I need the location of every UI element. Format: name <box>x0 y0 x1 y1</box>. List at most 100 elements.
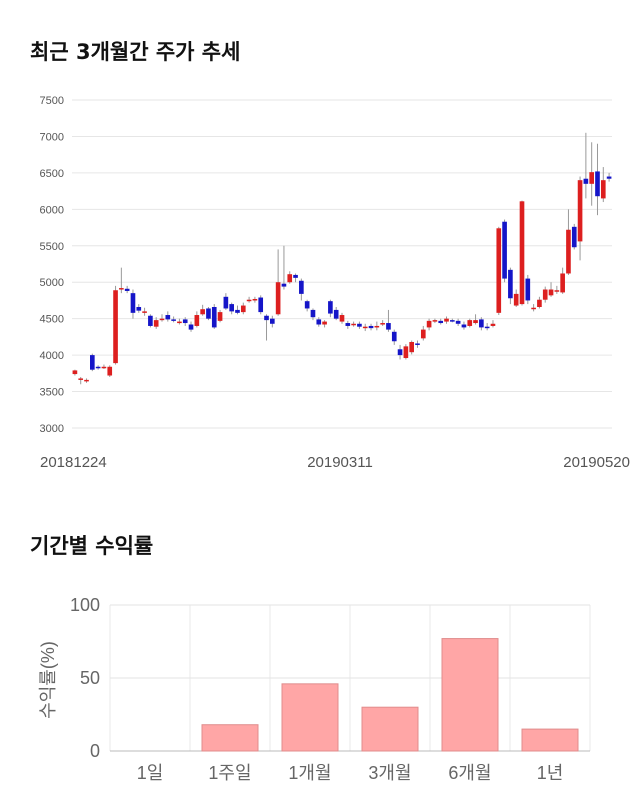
candle-body <box>188 324 194 330</box>
price-x-date-label: 20190311 <box>307 454 373 471</box>
candle-body <box>252 298 258 301</box>
candle-body <box>502 221 507 279</box>
candle-body <box>223 296 229 309</box>
period-return-title: 기간별 수익률 <box>30 534 154 558</box>
candle-body <box>328 301 333 314</box>
candle-body <box>461 324 467 328</box>
candle-body <box>78 378 84 380</box>
return-grid <box>109 604 591 752</box>
candle-body <box>455 320 461 324</box>
return-y-tick-label: 0 <box>90 741 100 761</box>
return-x-category-label: 6개월 <box>448 763 491 783</box>
return-bar <box>281 683 339 752</box>
candle-body <box>426 320 432 328</box>
candle-body <box>409 341 414 353</box>
return-y-tick-label: 100 <box>70 595 100 615</box>
candle-body <box>415 343 420 345</box>
candle-body <box>229 304 234 312</box>
candle-body <box>391 331 397 342</box>
price-y-tick-label: 6500 <box>40 168 64 180</box>
price-grid <box>72 99 612 429</box>
candle-body <box>101 366 107 369</box>
candle-body <box>177 321 182 324</box>
candle-body <box>386 323 391 330</box>
candle-body <box>450 320 455 322</box>
price-y-tick-label: 3000 <box>40 423 64 435</box>
candle-body <box>490 323 496 326</box>
price-y-tick-label: 7500 <box>40 95 64 107</box>
candle-body <box>310 309 316 318</box>
return-bar <box>441 638 499 752</box>
candle-body <box>90 355 95 370</box>
candles <box>72 132 612 385</box>
candle-body <box>513 293 519 306</box>
return-y-tick-label: 50 <box>80 668 100 688</box>
candle-body <box>542 289 548 300</box>
price-y-tick-label: 5500 <box>40 241 64 253</box>
candle-body <box>240 305 246 313</box>
candle-body <box>531 307 536 310</box>
candle-body <box>606 176 612 179</box>
candle-body <box>496 228 502 313</box>
candle-body <box>124 288 130 291</box>
candle-body <box>397 349 403 356</box>
candle-body <box>235 309 240 313</box>
candle-body <box>548 289 554 296</box>
candle-body <box>113 290 118 364</box>
candle-body <box>246 299 252 302</box>
candle-body <box>583 178 589 184</box>
candle-body <box>403 346 409 359</box>
candle-body <box>264 315 269 321</box>
candle-body <box>577 180 583 242</box>
return-x-category-label: 1주일 <box>208 763 251 783</box>
price-y-tick-label: 7000 <box>40 131 64 143</box>
candle-body <box>304 301 310 309</box>
candle-body <box>287 274 293 283</box>
candle-body <box>560 273 565 293</box>
candle-body <box>270 318 275 324</box>
candle-body <box>362 326 368 329</box>
candle-body <box>484 326 490 329</box>
price-y-tick-label: 3500 <box>40 387 64 399</box>
return-x-category-label: 1일 <box>137 763 164 783</box>
candle-body <box>333 309 339 319</box>
candle-body <box>211 307 217 328</box>
candle-body <box>299 280 304 294</box>
candle-body <box>148 315 153 326</box>
candle-body <box>107 366 113 376</box>
candle-body <box>479 319 484 328</box>
candle-body <box>589 172 594 184</box>
candle-body <box>200 309 205 315</box>
price-y-tick-label: 4000 <box>40 350 64 362</box>
candle-body <box>206 308 211 319</box>
candle-body <box>153 320 159 327</box>
candle-body <box>84 379 89 382</box>
candle-body <box>72 370 78 375</box>
candle-body <box>351 323 356 326</box>
candle-body <box>438 320 444 324</box>
price-x-date-label: 20190520 <box>563 454 630 471</box>
candle-body <box>444 318 449 322</box>
candle-body <box>275 282 281 315</box>
price-y-tick-label: 4500 <box>40 314 64 326</box>
candle-body <box>595 171 600 197</box>
candle-body <box>281 283 287 287</box>
candle-body <box>159 318 165 321</box>
candle-body <box>119 288 124 290</box>
return-y-axis-title: 수익률(%) <box>38 641 58 719</box>
candle-body <box>130 293 136 313</box>
candle-body <box>293 274 298 278</box>
price-y-tick-label: 5000 <box>40 277 64 289</box>
candle-body <box>322 321 327 325</box>
candle-body <box>136 307 142 311</box>
candle-body <box>182 319 188 324</box>
candle-body <box>432 320 438 322</box>
candle-body <box>171 319 176 321</box>
candle-body <box>600 180 606 199</box>
period-return-bar-chart: 0 50 100 1일 1주일 1개월 3개월 6개월 1년 수익률(%) <box>38 595 591 783</box>
return-x-category-label: 1년 <box>537 763 564 783</box>
candle-body <box>165 315 171 320</box>
return-bar <box>201 724 259 752</box>
candle-body <box>368 325 374 329</box>
price-trend-title: 최근 3개월간 주가 추세 <box>30 40 241 64</box>
